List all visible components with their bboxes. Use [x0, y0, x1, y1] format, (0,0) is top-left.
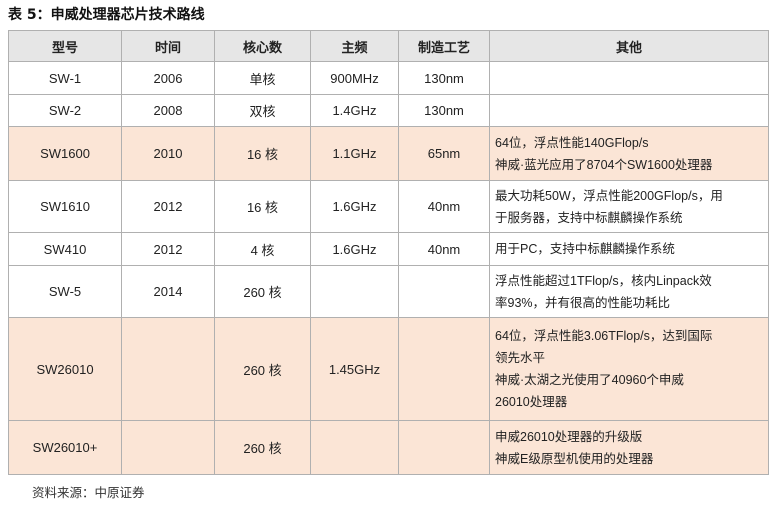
table-row: SW1610 2012 16 核 1.6GHz 40nm 最大功耗50W，浮点性…: [8, 180, 769, 233]
note-line: 于服务器，支持中标麒麟操作系统: [495, 210, 683, 225]
cell-year: [121, 420, 215, 475]
table-row: SW-5 2014 260 核 浮点性能超过1TFlop/s，核内Linpack…: [8, 265, 769, 318]
cell-frequency: 1.6GHz: [310, 180, 399, 233]
note-line: 神威E级原型机使用的处理器: [495, 451, 654, 466]
cell-process: [398, 420, 490, 475]
cell-frequency: 1.1GHz: [310, 126, 399, 181]
cell-model: SW1610: [8, 180, 122, 233]
header-year: 时间: [121, 30, 215, 62]
table-row: SW-1 2006 单核 900MHz 130nm: [8, 61, 769, 95]
cell-notes: [489, 94, 769, 127]
note-line: 64位，浮点性能3.06TFlop/s，达到国际: [495, 329, 713, 343]
cell-process: [398, 265, 490, 318]
cell-notes: 用于PC，支持中标麒麟操作系统: [489, 232, 769, 266]
cell-cores: 260 核: [214, 420, 311, 475]
cell-cores: 单核: [214, 61, 311, 95]
cell-cores: 16 核: [214, 180, 311, 233]
cell-year: [121, 317, 215, 421]
note-line: 神威·蓝光应用了8704个SW1600处理器: [495, 157, 713, 172]
table-header-row: 型号 时间 核心数 主频 制造工艺 其他: [8, 30, 769, 62]
cell-cores: 260 核: [214, 265, 311, 318]
cell-model: SW-1: [8, 61, 122, 95]
header-model: 型号: [8, 30, 122, 62]
table-row: SW-2 2008 双核 1.4GHz 130nm: [8, 94, 769, 127]
cell-model: SW26010+: [8, 420, 122, 475]
cell-cores: 4 核: [214, 232, 311, 266]
processor-roadmap-table: 型号 时间 核心数 主频 制造工艺 其他 SW-1 2006 单核 900MHz…: [8, 30, 769, 475]
header-process: 制造工艺: [398, 30, 490, 62]
cell-process: [398, 317, 490, 421]
note-line: 最大功耗50W，浮点性能200GFlop/s，用: [495, 188, 723, 203]
note-line: 神威·太湖之光使用了40960个申威: [495, 373, 684, 387]
cell-notes: 64位，浮点性能140GFlop/s 神威·蓝光应用了8704个SW1600处理…: [489, 126, 769, 181]
cell-process: 130nm: [398, 94, 490, 127]
table-row: SW410 2012 4 核 1.6GHz 40nm 用于PC，支持中标麒麟操作…: [8, 232, 769, 266]
cell-model: SW-2: [8, 94, 122, 127]
cell-frequency: 1.45GHz: [310, 317, 399, 421]
note-line: 26010处理器: [495, 395, 568, 409]
table-title: 表 5：申威处理器芯片技术路线: [8, 7, 205, 23]
note-line: 浮点性能超过1TFlop/s，核内Linpack效: [495, 273, 712, 288]
cell-model: SW1600: [8, 126, 122, 181]
cell-model: SW410: [8, 232, 122, 266]
cell-notes: 浮点性能超过1TFlop/s，核内Linpack效 率93%，并有很高的性能功耗…: [489, 265, 769, 318]
cell-model: SW-5: [8, 265, 122, 318]
cell-notes: 64位，浮点性能3.06TFlop/s，达到国际 领先水平 神威·太湖之光使用了…: [489, 317, 769, 421]
note-line: 用于PC，支持中标麒麟操作系统: [495, 242, 675, 256]
cell-year: 2012: [121, 180, 215, 233]
table-row: SW26010 260 核 1.45GHz 64位，浮点性能3.06TFlop/…: [8, 317, 769, 421]
header-other: 其他: [489, 30, 769, 62]
source-note: 资料来源：中原证券: [32, 485, 145, 500]
header-cores: 核心数: [214, 30, 311, 62]
cell-process: 65nm: [398, 126, 490, 181]
cell-year: 2006: [121, 61, 215, 95]
table-row: SW1600 2010 16 核 1.1GHz 65nm 64位，浮点性能140…: [8, 126, 769, 181]
note-line: 领先水平: [495, 351, 546, 365]
cell-notes: 申威26010处理器的升级版 神威E级原型机使用的处理器: [489, 420, 769, 475]
note-line: 申威26010处理器的升级版: [495, 429, 643, 444]
cell-process: 40nm: [398, 180, 490, 233]
cell-year: 2010: [121, 126, 215, 181]
cell-cores: 16 核: [214, 126, 311, 181]
cell-notes: [489, 61, 769, 95]
cell-frequency: [310, 420, 399, 475]
cell-process: 130nm: [398, 61, 490, 95]
cell-year: 2014: [121, 265, 215, 318]
note-line: 64位，浮点性能140GFlop/s: [495, 135, 649, 150]
table-row: SW26010+ 260 核 申威26010处理器的升级版 神威E级原型机使用的…: [8, 420, 769, 475]
header-frequency: 主频: [310, 30, 399, 62]
cell-frequency: [310, 265, 399, 318]
note-line: 率93%，并有很高的性能功耗比: [495, 295, 671, 310]
cell-frequency: 1.4GHz: [310, 94, 399, 127]
cell-notes: 最大功耗50W，浮点性能200GFlop/s，用 于服务器，支持中标麒麟操作系统: [489, 180, 769, 233]
cell-cores: 260 核: [214, 317, 311, 421]
cell-frequency: 1.6GHz: [310, 232, 399, 266]
cell-process: 40nm: [398, 232, 490, 266]
cell-year: 2012: [121, 232, 215, 266]
cell-year: 2008: [121, 94, 215, 127]
cell-cores: 双核: [214, 94, 311, 127]
cell-model: SW26010: [8, 317, 122, 421]
cell-frequency: 900MHz: [310, 61, 399, 95]
